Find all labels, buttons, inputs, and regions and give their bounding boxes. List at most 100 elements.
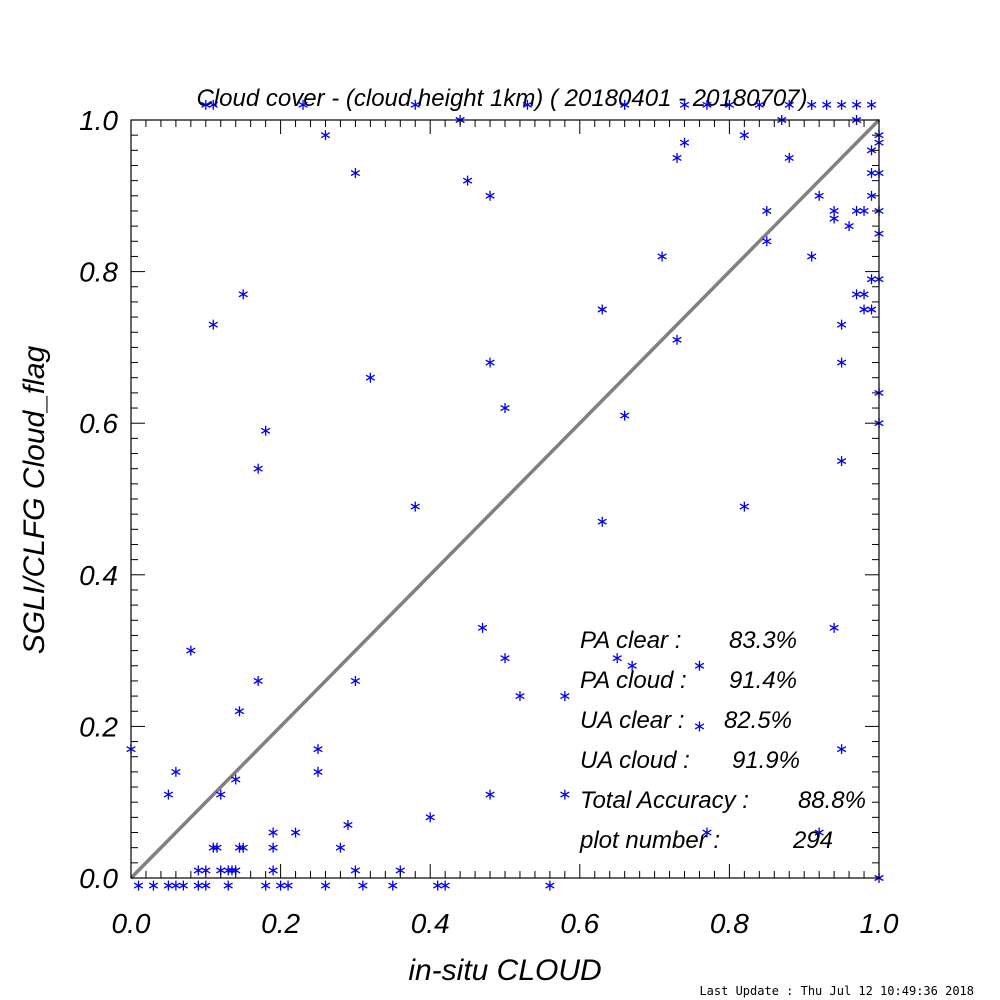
last-update-footer: Last Update : Thu Jul 12 10:49:36 2018	[699, 984, 974, 998]
stat-label: PA cloud :	[580, 667, 687, 694]
data-point	[335, 842, 346, 853]
tick-labels-layer: 0.0 0.2 0.4 0.6 0.8 1.0 0.0 0.2 0.4 0.6 0.8 1.0	[79, 105, 899, 939]
data-point	[193, 880, 203, 891]
data-point	[851, 205, 862, 216]
data-point	[268, 865, 278, 876]
data-point	[612, 653, 622, 664]
data-point	[836, 744, 847, 755]
y-tick-label: 0.2	[79, 711, 118, 742]
data-point	[208, 842, 218, 853]
data-point	[836, 319, 847, 330]
data-point	[597, 304, 607, 315]
data-point	[208, 99, 218, 110]
x-tick-label: 0.8	[710, 908, 749, 939]
axes-layer	[130, 119, 880, 879]
data-point	[201, 99, 211, 110]
data-point	[500, 403, 510, 414]
y-axis-title: SGLI/CLFG Cloud_flag	[18, 345, 51, 654]
x-tick-label: 1.0	[860, 908, 899, 939]
data-point	[836, 99, 847, 110]
data-point	[866, 274, 877, 285]
data-point	[784, 152, 794, 163]
data-point	[560, 789, 570, 800]
data-point	[388, 880, 398, 891]
points-layer	[126, 99, 884, 891]
data-point	[358, 880, 368, 891]
data-point	[133, 880, 144, 891]
data-point	[343, 819, 353, 830]
chart-title: Cloud cover - (cloud height 1km) ( 20180…	[196, 85, 807, 112]
stat-value: 294	[792, 827, 833, 854]
data-point	[208, 319, 218, 330]
data-point	[500, 653, 510, 664]
data-point	[836, 456, 847, 467]
data-point	[851, 289, 862, 300]
data-point	[702, 99, 712, 110]
data-point	[313, 766, 323, 777]
data-point	[620, 410, 630, 421]
data-point	[851, 99, 862, 110]
data-point	[231, 774, 241, 785]
data-point	[234, 706, 245, 717]
data-point	[485, 789, 495, 800]
data-point	[260, 425, 271, 436]
data-point	[859, 205, 869, 216]
data-point	[350, 675, 361, 686]
data-point	[238, 842, 248, 853]
data-point	[410, 99, 420, 110]
data-point	[762, 205, 772, 216]
data-point	[694, 721, 705, 732]
data-point	[807, 251, 817, 262]
data-point	[268, 827, 278, 838]
data-point	[754, 99, 764, 110]
data-point	[163, 880, 174, 891]
data-point	[866, 168, 877, 179]
data-point	[702, 827, 712, 838]
data-point	[829, 205, 839, 216]
data-point	[433, 880, 443, 891]
data-point	[410, 501, 420, 512]
data-point	[807, 99, 817, 110]
reference-line-layer	[129, 118, 881, 880]
data-point	[597, 516, 607, 527]
data-point	[724, 99, 735, 110]
data-point	[268, 842, 278, 853]
data-point	[672, 152, 682, 163]
data-point	[216, 789, 226, 800]
stat-value: 83.3%	[729, 627, 797, 654]
stat-label: Total Accuracy :	[580, 787, 749, 814]
data-point	[545, 880, 555, 891]
data-point	[253, 463, 263, 474]
data-point	[485, 190, 495, 201]
data-point	[298, 99, 308, 110]
x-tick-label: 0.0	[112, 908, 151, 939]
data-point	[829, 622, 839, 633]
data-point	[866, 304, 877, 315]
data-point	[365, 372, 376, 383]
stat-label: plot number :	[579, 827, 720, 854]
stats-annotations: PA clear : 83.3% PA cloud : 91.4% UA clear :…	[579, 627, 866, 854]
data-point	[201, 880, 211, 891]
data-point	[814, 827, 824, 838]
data-point	[275, 880, 286, 891]
data-point	[866, 190, 877, 201]
stat-value: 91.4%	[729, 667, 797, 694]
data-point	[234, 842, 245, 853]
data-point	[515, 691, 525, 702]
data-point	[560, 691, 570, 702]
data-point	[620, 99, 630, 110]
data-point	[290, 827, 301, 838]
data-point	[425, 812, 435, 823]
data-point	[212, 842, 222, 853]
data-point	[627, 660, 637, 671]
one-to-one-line	[129, 118, 881, 880]
y-tick-label: 0.4	[79, 560, 118, 591]
data-point	[739, 501, 750, 512]
data-point	[186, 645, 196, 656]
stat-value: 91.9%	[732, 747, 800, 774]
stat-label: PA clear :	[580, 627, 681, 654]
data-point	[844, 221, 854, 232]
data-point	[171, 880, 181, 891]
data-point	[859, 304, 869, 315]
data-point	[227, 865, 237, 876]
